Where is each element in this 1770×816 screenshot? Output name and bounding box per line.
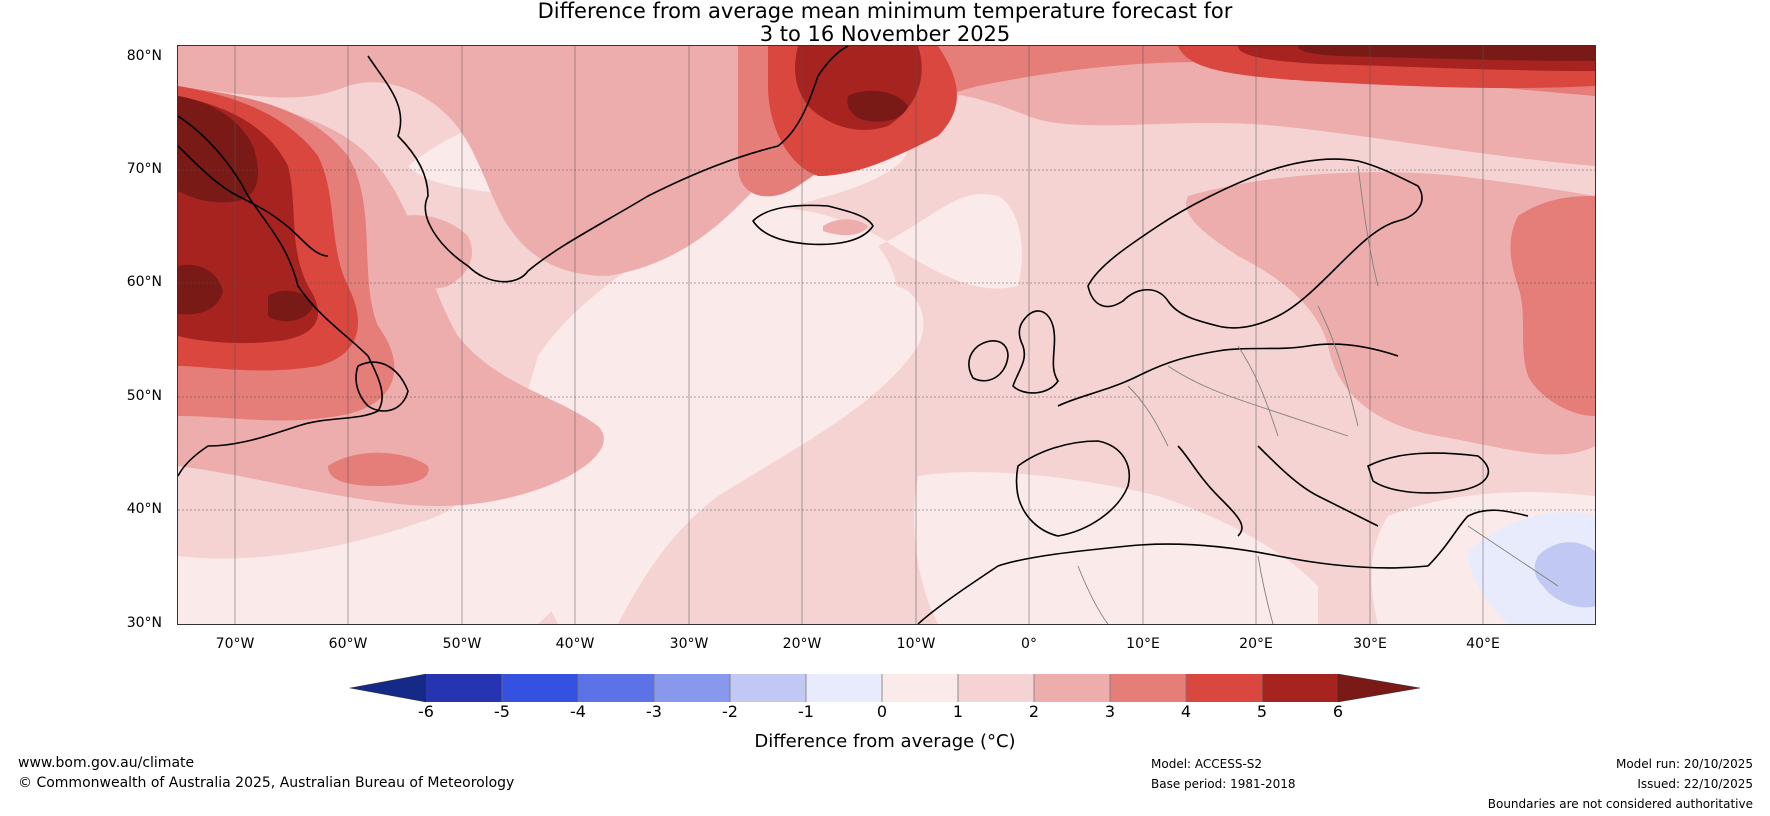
colorbar-tick-m2: -2 — [722, 702, 738, 721]
border-libya-egypt — [1257, 555, 1274, 624]
anomaly-region-greenland-sea — [378, 215, 472, 289]
coastlines — [178, 46, 1529, 624]
anomaly-region-baffin-extreme — [178, 96, 258, 203]
lon-label-20e: 20°E — [1239, 636, 1273, 652]
map-canvas — [178, 46, 1595, 624]
colorbar-extend-low — [350, 673, 427, 703]
border-middle-east — [1467, 525, 1559, 587]
colorbar-tick-m1: -1 — [798, 702, 814, 721]
colorbar-tick-m6: -6 — [418, 702, 434, 721]
colorbar-bin-5-6 — [1262, 674, 1338, 702]
coastline-greenland — [367, 46, 849, 283]
lon-gridlines — [234, 46, 1484, 624]
border-eastern-europe — [1237, 345, 1279, 437]
colorbar-bin-4-5 — [1186, 674, 1262, 702]
anomaly-region-quebec-extreme — [268, 290, 313, 322]
anomaly-region-barents-extreme — [1298, 46, 1595, 61]
copyright-text: © Commonwealth of Australia 2025, Austra… — [18, 775, 515, 791]
colorbar-tick-m5: -5 — [494, 702, 510, 721]
lon-label-40e: 40°E — [1466, 636, 1500, 652]
coastline-western-europe — [1057, 343, 1399, 407]
colorbar-bin-m6-m5 — [426, 674, 502, 702]
issued-date: Issued: 22/10/2025 — [1637, 777, 1753, 791]
colorbar-tick-3: 3 — [1104, 702, 1116, 721]
colorbar-label: Difference from average (°C) — [754, 731, 1016, 752]
colorbar-bin-2-3 — [1034, 674, 1110, 702]
border-north-africa — [1077, 565, 1109, 624]
lon-label-10w: 10°W — [896, 636, 936, 652]
anomaly-region-north-band — [178, 46, 1595, 276]
coastline-iceland — [752, 204, 874, 246]
coastline-eastern-med — [1427, 509, 1529, 567]
coastline-labrador — [178, 115, 383, 477]
lat-label-60n: 60°N — [126, 274, 162, 290]
colorbar-bin-0-1 — [882, 674, 958, 702]
model-name: Model: ACCESS-S2 — [1151, 757, 1263, 771]
colorbar-bin-m1-0 — [806, 674, 882, 702]
anomaly-region-russia-warm — [1510, 196, 1595, 416]
border-russia-west — [1317, 305, 1359, 427]
coastline-italy — [1177, 445, 1243, 537]
lat-label-70n: 70°N — [126, 161, 162, 177]
lon-label-50w: 50°W — [442, 636, 482, 652]
colorbar-tick-2: 2 — [1028, 702, 1040, 721]
coastline-iberia — [1015, 440, 1130, 537]
colorbar-bin-m4-m3 — [578, 674, 654, 702]
lon-label-60w: 60°W — [328, 636, 368, 652]
anomaly-region-central-atlantic — [521, 285, 924, 624]
lat-label-30n: 30°N — [126, 615, 162, 631]
anomaly-region-middle-east-cooler — [1534, 542, 1595, 608]
coastline-balkans — [1257, 445, 1379, 527]
lat-label-80n: 80°N — [126, 48, 162, 64]
colorbar-tick-0: 0 — [876, 702, 888, 721]
lon-label-20w: 20°W — [782, 636, 822, 652]
anomaly-region-newfoundland-sea — [328, 452, 429, 486]
anomaly-region-russia — [1186, 172, 1595, 455]
model-run-date: Model run: 20/10/2025 — [1615, 757, 1753, 771]
lat-label-40n: 40°N — [126, 501, 162, 517]
anomaly-region-greenland-extreme — [847, 90, 908, 122]
chart-title: Difference from average mean minimum tem… — [0, 0, 1770, 46]
coastline-ireland — [968, 340, 1009, 382]
website-link[interactable]: www.bom.gov.au/climate — [18, 755, 195, 771]
coastline-black-sea — [1367, 452, 1490, 494]
colorbar-tick-m4: -4 — [570, 702, 586, 721]
lon-label-0: 0° — [1021, 636, 1037, 652]
colorbar-tick-6: 6 — [1332, 702, 1344, 721]
anomaly-region-labrador-extreme — [178, 264, 223, 315]
title-line-2: 3 to 16 November 2025 — [759, 22, 1011, 46]
colorbar-tick-4: 4 — [1180, 702, 1192, 721]
title-line-1: Difference from average mean minimum tem… — [537, 0, 1233, 23]
political-borders — [1077, 165, 1559, 624]
coastline-scandinavia — [1087, 158, 1423, 329]
colorbar-bin-m5-m4 — [502, 674, 578, 702]
colorbar-extend-high — [1337, 673, 1420, 703]
colorbar-bin-m2-m1 — [730, 674, 806, 702]
coastline-newfoundland — [355, 361, 409, 412]
coastline-baffin — [178, 145, 329, 257]
forecast-map — [177, 45, 1596, 625]
coastline-north-africa — [917, 543, 1429, 624]
lon-label-40w: 40°W — [555, 636, 595, 652]
border-central-europe — [1167, 365, 1349, 437]
anomaly-region-iceland — [823, 219, 868, 236]
coastline-great-britain — [1012, 310, 1059, 394]
colorbar-tick-m3: -3 — [646, 702, 662, 721]
colorbar-bin-3-4 — [1110, 674, 1186, 702]
colorbar-bin-1-2 — [958, 674, 1034, 702]
lon-label-10e: 10°E — [1126, 636, 1160, 652]
lon-label-30e: 30°E — [1353, 636, 1387, 652]
base-period: Base period: 1981-2018 — [1151, 777, 1296, 791]
colorbar — [350, 673, 1420, 703]
colorbar-tick-1: 1 — [952, 702, 964, 721]
border-finland-russia — [1357, 165, 1379, 287]
lat-label-50n: 50°N — [126, 388, 162, 404]
border-france-germany — [1127, 385, 1169, 447]
lon-label-70w: 70°W — [215, 636, 255, 652]
colorbar-tick-5: 5 — [1256, 702, 1268, 721]
boundaries-disclaimer: Boundaries are not considered authoritat… — [1487, 797, 1753, 811]
colorbar-bin-m3-m2 — [654, 674, 730, 702]
colorbar-separators — [501, 674, 1263, 702]
lon-label-30w: 30°W — [669, 636, 709, 652]
